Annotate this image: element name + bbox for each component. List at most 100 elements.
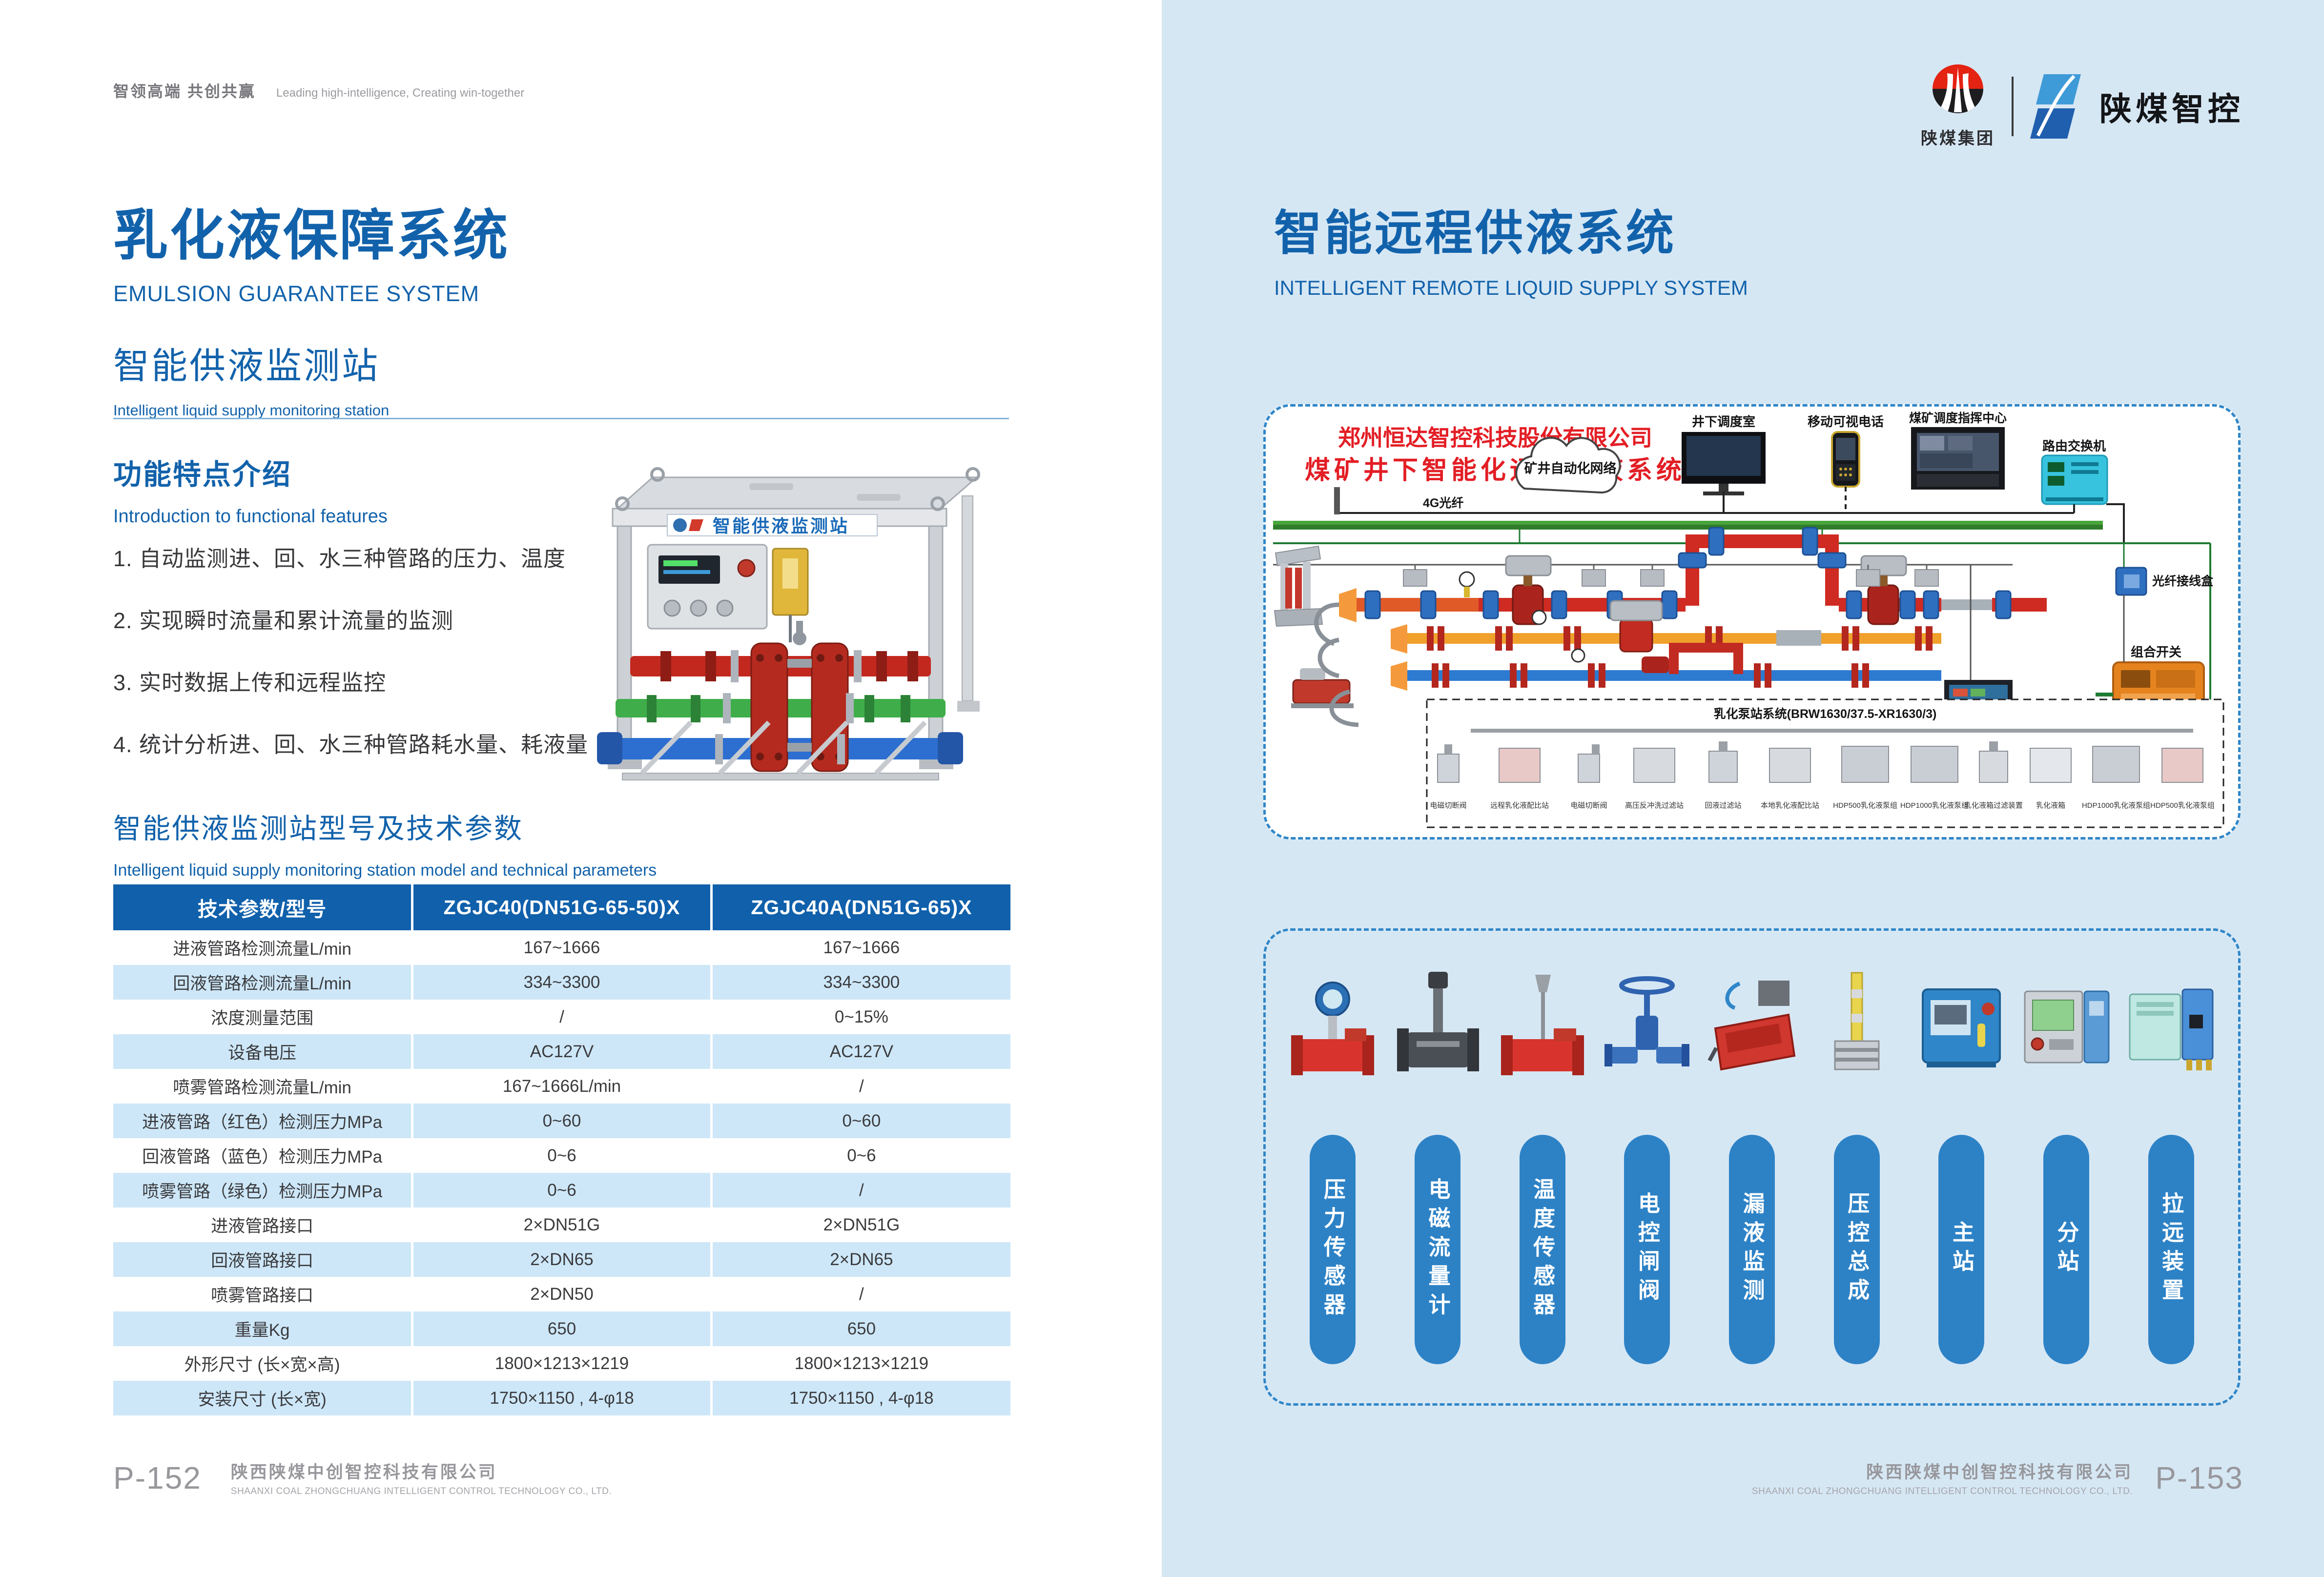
right-title-english: INTELLIGENT REMOTE LIQUID SUPPLY SYSTEM [1274, 276, 1748, 299]
temperature-sensor-image [1501, 975, 1584, 1075]
remote-device-image [2129, 988, 2214, 1070]
pump-station-title: 乳化泵站系统(BRW1630/37.5-XR1630/3) [1714, 707, 1937, 721]
section-heading: 智能供液监测站 Intelligent liquid supply monito… [113, 337, 389, 419]
param-value: / [710, 1173, 1010, 1208]
component-leak-monitor: 漏液监测 [1706, 960, 1798, 1364]
footer-company-chinese: 陕西陕煤中创智控科技有限公司 [230, 1463, 497, 1482]
feature-item: 2. 实现瞬时流量和累计流量的监测 [113, 608, 454, 633]
flow-meter-image [1397, 972, 1479, 1071]
param-name: 回液管路检测流量L/min [173, 974, 351, 993]
monitoring-station-photo: 智能供液监测站 [544, 449, 1018, 810]
param-name: 进液管路接口 [211, 1217, 314, 1236]
component-pill: 拉远装置 [2148, 1135, 2194, 1364]
system-diagram-panel: 郑州恒达智控科技股份有限公司 煤矿井下智能化远程供液系统 煤矿调度指挥中心 井下… [1263, 404, 2241, 840]
network-cloud-shape: 矿井自动化网络 [1515, 436, 1621, 494]
param-value: 0~6 [710, 1138, 1010, 1173]
right-footer-company: 陕西陕煤中创智控科技有限公司 SHAANXI COAL ZHONGCHUANG … [1752, 1458, 2133, 1497]
left-footer-company: 陕西陕煤中创智控科技有限公司 SHAANXI COAL ZHONGCHUANG … [231, 1458, 612, 1497]
fiber-box-label: 光纤接线盒 [2152, 574, 2214, 588]
param-value: 1800×1213×1219 [710, 1346, 1010, 1381]
combo-switch-label: 组合开关 [2131, 645, 2181, 659]
table-row: 喷雾管路检测流量L/min 167~1666L/min / [113, 1069, 1010, 1104]
equipment-label: HDP1000乳化液泵组 [1900, 801, 1969, 810]
param-value: 1800×1213×1219 [411, 1346, 712, 1381]
slogan-chinese: 智领高端 共创共赢 [113, 82, 256, 100]
brand-divider [2012, 76, 2014, 136]
table-row: 安装尺寸 (长×宽) 1750×1150 , 4-φ18 1750×1150 , 4… [113, 1381, 1010, 1415]
slogan-english: Leading high-intelligence, Creating win-… [276, 86, 525, 100]
component-pill: 压力传感器 [1310, 1135, 1356, 1364]
left-title-english: EMULSION GUARANTEE SYSTEM [113, 281, 480, 306]
command-center-image: 煤矿调度指挥中心 [1909, 411, 2007, 490]
left-page-title: 乳化液保障系统 EMULSION GUARANTEE SYSTEM [113, 191, 510, 307]
left-page-number: P-152 [113, 1460, 202, 1495]
table-row: 回液管路检测流量L/min 334~3300 334~3300 [113, 965, 1010, 1000]
component-label: 电磁流量计 [1425, 1177, 1450, 1322]
features-heading: 功能特点介绍 Introduction to functional featur… [113, 451, 631, 527]
equipment-label: 乳化液箱 [2036, 801, 2065, 810]
substation-image [2024, 990, 2110, 1064]
water-pipeline [1391, 643, 1941, 691]
components-panel: 压力传感器 电磁流量计 [1263, 928, 2241, 1406]
component-remote-device: 拉远装置 [2125, 960, 2218, 1364]
param-name: 喷雾管路（绿色）检测压力MPa [142, 1182, 383, 1201]
component-pill: 漏液监测 [1728, 1135, 1775, 1364]
param-name: 喷雾管路接口 [211, 1286, 314, 1305]
param-name: 回液管路（蓝色）检测压力MPa [142, 1147, 383, 1167]
param-value: / [411, 1000, 712, 1034]
left-title-chinese: 乳化液保障系统 [113, 205, 510, 266]
table-row: 喷雾管路接口 2×DN50/ [113, 1277, 1010, 1311]
component-label: 电控闸阀 [1634, 1192, 1660, 1307]
component-pill: 电磁流量计 [1414, 1135, 1460, 1364]
component-pill: 压控总成 [1833, 1135, 1880, 1364]
equipment-label: 回液过滤站 [1705, 801, 1741, 810]
left-footer: P-152 陕西陕煤中创智控科技有限公司 SHAANXI COAL ZHONGC… [113, 1458, 612, 1497]
component-pill: 电控闸阀 [1624, 1135, 1670, 1364]
param-value: / [710, 1069, 1010, 1104]
table-row: 浓度测量范围 /0~15% [113, 1000, 1010, 1034]
group-logo: 陕煤集团 [1921, 63, 1995, 149]
param-name: 外形尺寸 (长×宽×高) [184, 1355, 340, 1374]
equipment-label: HDP500乳化液泵组 [2150, 801, 2215, 810]
video-phone-label: 移动可视电话 [1808, 414, 1884, 429]
section-heading-chinese: 智能供液监测站 [113, 346, 380, 386]
component-gate-valve: 电控闸阀 [1601, 960, 1693, 1364]
feature-item: 3. 实时数据上传和远程监控 [113, 670, 387, 695]
param-name: 设备电压 [228, 1044, 297, 1063]
pump-cluster [750, 621, 849, 772]
feed-pipeline [1339, 527, 2047, 625]
param-value: 2×DN50 [411, 1277, 712, 1311]
feature-item: 4. 统计分析进、回、水三种管路耗水量、耗液量 [113, 732, 589, 757]
spec-table-header-row: 技术参数/型号 ZGJC40(DN51G-65-50)X ZGJC40A(DN5… [113, 884, 1010, 930]
component-label: 分站 [2054, 1221, 2079, 1278]
param-name: 重量Kg [234, 1321, 290, 1340]
footer-company-english: SHAANXI COAL ZHONGCHUANG INTELLIGENT CON… [1751, 1486, 2133, 1496]
equipment-label: 乳化液箱过滤装置 [1964, 801, 2023, 810]
header-slogan: 智领高端 共创共赢 Leading high-intelligence, Cre… [113, 79, 524, 102]
command-center-label: 煤矿调度指挥中心 [1909, 411, 2007, 425]
pressure-sensor-image [1291, 982, 1375, 1075]
table-row: 进液管路检测流量L/min 167~1666 167~1666 [113, 930, 1010, 965]
company-logo: 陕煤智控 [2030, 67, 2244, 145]
monitoring-station-illustration: 智能供液监测站 [597, 467, 980, 780]
dispatch-room-tv: 井下调度室 [1682, 414, 1766, 495]
component-label: 拉远装置 [2159, 1192, 2184, 1307]
param-value: 167~1666L/min [411, 1069, 712, 1104]
equipment-label: HDP500乳化液泵组 [1833, 801, 1897, 810]
column-header: 技术参数/型号 [113, 884, 412, 930]
param-value: 2×DN65 [411, 1242, 712, 1277]
column-header: ZGJC40(DN51G-65-50)X [411, 884, 712, 930]
equipment-label: 高压反冲洗过滤站 [1625, 801, 1684, 810]
table-heading-chinese: 智能供液监测站型号及技术参数 [113, 813, 523, 844]
param-value: 2×DN51G [710, 1208, 1010, 1242]
param-value: 0~60 [710, 1104, 1010, 1138]
diagram-company-line: 郑州恒达智控科技股份有限公司 [1338, 425, 1652, 451]
components-grid: 压力传感器 电磁流量计 [1280, 960, 2223, 1364]
param-value: AC127V [411, 1034, 712, 1069]
hydraulic-support-image [1274, 545, 1323, 627]
leak-monitor-image [1707, 981, 1796, 1071]
param-value: 2×DN65 [710, 1242, 1010, 1277]
param-name: 进液管路检测流量L/min [173, 940, 351, 959]
router-label: 路由交换机 [2042, 439, 2106, 453]
